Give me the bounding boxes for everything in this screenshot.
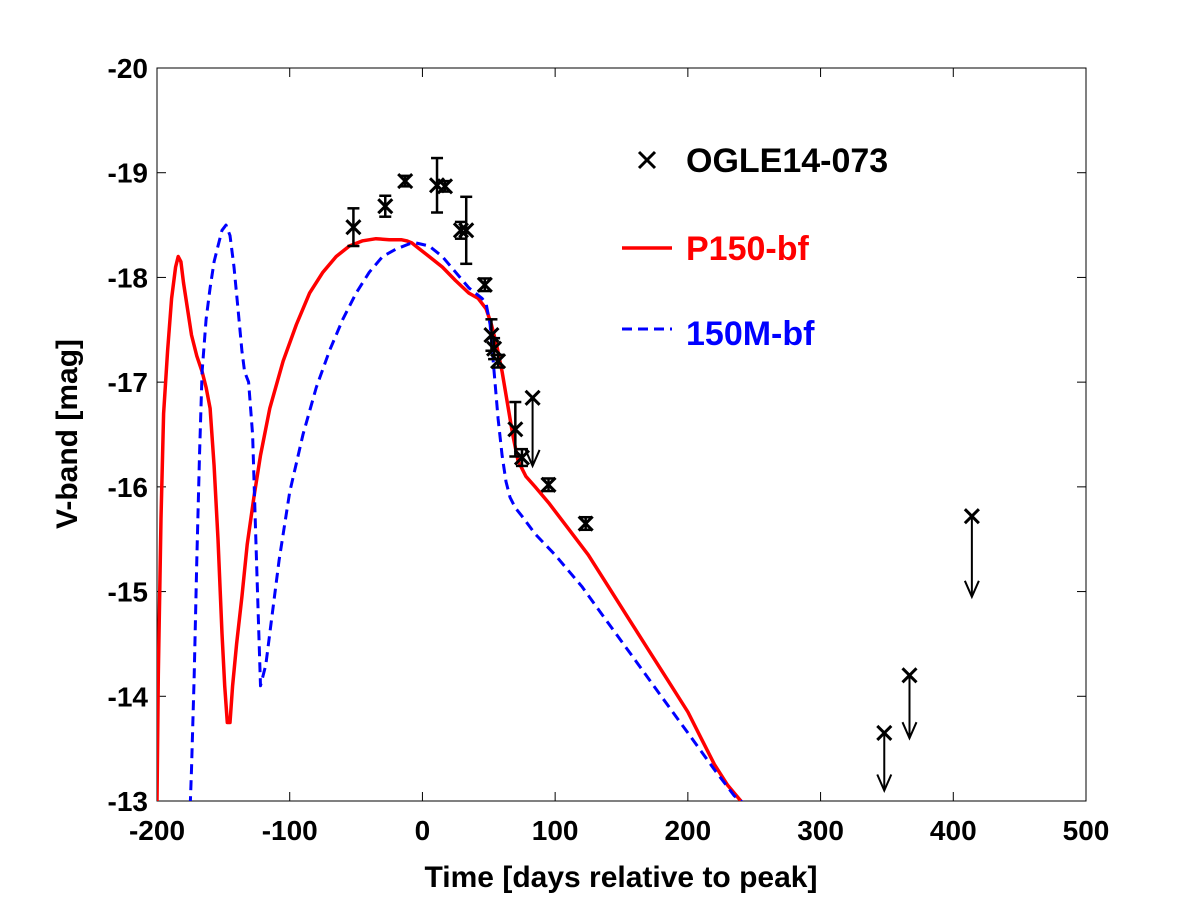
- data-point: [345, 207, 362, 248]
- x-axis-title: Time [days relative to peak]: [425, 861, 818, 894]
- y-tick-label: -15: [108, 577, 148, 608]
- data-point: [490, 353, 507, 370]
- x-marker-stroke: [577, 515, 594, 532]
- x-tick-label: 0: [415, 815, 431, 846]
- x-tick-label: 100: [532, 815, 579, 846]
- y-tick-label: -18: [108, 262, 148, 293]
- x-marker-stroke: [476, 276, 493, 293]
- data-point: [458, 195, 475, 266]
- legend: OGLE14-073 P150-bf 150M-bf: [622, 142, 888, 353]
- x-marker-stroke: [397, 173, 414, 190]
- legend-label-150m: 150M-bf: [686, 315, 815, 353]
- x-tick-label: 300: [797, 815, 844, 846]
- axis-ticks: [156, 67, 1087, 802]
- legend-x-marker-icon-stroke: [637, 150, 657, 170]
- x-marker-stroke: [901, 667, 918, 684]
- x-marker-stroke: [486, 340, 503, 357]
- legend-entry-150m: 150M-bf: [622, 315, 815, 353]
- y-tick-label: -14: [108, 681, 149, 712]
- upper-limit-point: [963, 508, 980, 600]
- y-axis-tick-labels: -20 -19 -18 -17 -16 -15 -14 -13: [108, 53, 149, 817]
- legend-label-ogle: OGLE14-073: [686, 142, 888, 180]
- data-point: [377, 194, 394, 218]
- y-tick-label: -19: [108, 158, 148, 189]
- x-marker-stroke: [507, 421, 524, 438]
- upper-limit-point: [524, 389, 541, 469]
- y-tick-label: -16: [108, 472, 148, 503]
- y-tick-label: -13: [108, 786, 148, 817]
- data-point: [397, 173, 414, 190]
- down-arrow-icon: [901, 721, 918, 741]
- data-point: [513, 447, 531, 468]
- x-marker-stroke: [345, 219, 362, 236]
- upper-limit-point: [876, 724, 893, 794]
- legend-label-p150: P150-bf: [686, 230, 809, 268]
- data-point: [436, 178, 454, 195]
- data-point: [577, 515, 594, 532]
- x-marker-stroke: [876, 724, 893, 741]
- down-arrow-icon: [524, 449, 541, 469]
- x-tick-label: 400: [930, 815, 977, 846]
- x-marker-stroke: [490, 353, 507, 370]
- x-tick-label: 500: [1063, 815, 1110, 846]
- down-arrow-icon: [963, 580, 980, 600]
- y-tick-label: -20: [108, 53, 148, 84]
- x-marker-stroke: [524, 389, 541, 406]
- upper-limit-point: [901, 667, 918, 741]
- x-marker-stroke: [436, 178, 454, 195]
- x-marker-stroke: [483, 326, 500, 344]
- x-marker-stroke: [963, 508, 980, 525]
- plot-area: [156, 67, 1087, 802]
- observation-points: [345, 156, 980, 794]
- x-marker-stroke: [540, 476, 557, 493]
- x-marker-stroke: [377, 198, 394, 215]
- x-marker-stroke: [458, 222, 475, 239]
- data-point: [540, 476, 557, 493]
- legend-entry-ogle: OGLE14-073: [637, 142, 888, 180]
- down-arrow-icon: [876, 774, 893, 794]
- x-tick-label: -100: [262, 815, 318, 846]
- legend-entry-p150: P150-bf: [622, 230, 809, 268]
- x-axis-tick-labels: -200 -100 0 100 200 300 400 500: [129, 815, 1109, 846]
- data-point: [476, 276, 493, 293]
- y-tick-label: -17: [108, 367, 148, 398]
- x-tick-label: -200: [129, 815, 185, 846]
- x-tick-label: 200: [664, 815, 711, 846]
- y-axis-title: V-band [mag]: [51, 339, 84, 529]
